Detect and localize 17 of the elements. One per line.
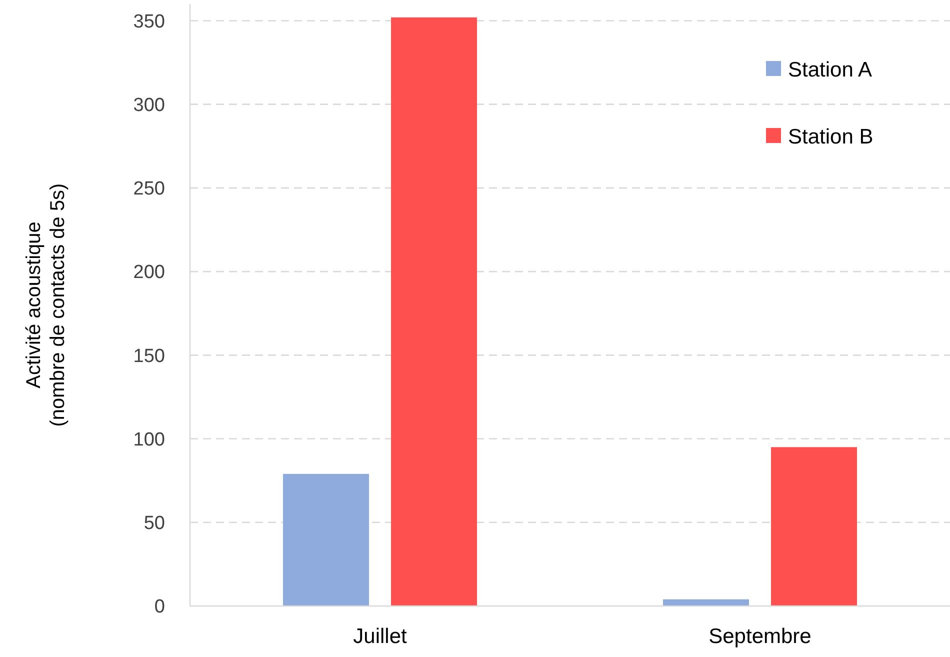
bar	[771, 447, 857, 606]
y-tick-label: 250	[133, 178, 165, 200]
y-tick-label: 300	[133, 94, 165, 116]
y-axis-title: Activité acoustique (nombre de contacts de 5s)	[23, 183, 69, 427]
legend-label: Station A	[788, 58, 872, 82]
y-tick-label: 100	[133, 429, 165, 450]
y-tick-label: 50	[144, 513, 165, 534]
bar	[391, 17, 477, 606]
y-tick-label: 0	[154, 596, 165, 618]
bar	[283, 474, 369, 606]
legend-label: Station B	[788, 125, 874, 148]
y-tick-label: 350	[133, 11, 165, 32]
y-tick-label: 200	[133, 262, 165, 284]
x-tick-label: Septembre	[708, 625, 812, 648]
bar	[663, 599, 749, 606]
x-tick-label: Juillet	[353, 625, 408, 648]
y-tick-label: 150	[133, 346, 165, 367]
